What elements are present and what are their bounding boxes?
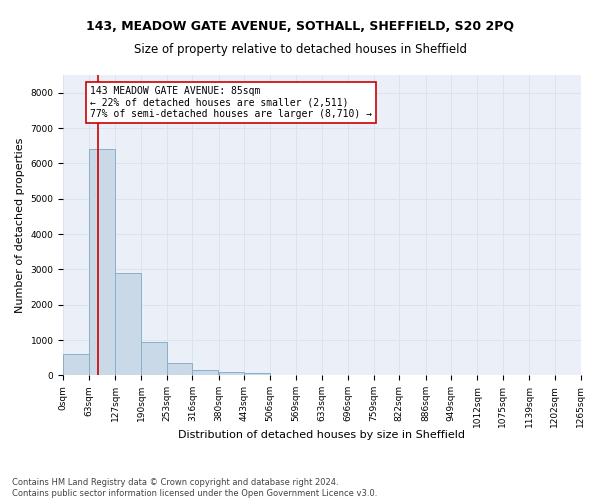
Text: 143, MEADOW GATE AVENUE, SOTHALL, SHEFFIELD, S20 2PQ: 143, MEADOW GATE AVENUE, SOTHALL, SHEFFI… [86,20,514,33]
Text: Contains HM Land Registry data © Crown copyright and database right 2024.
Contai: Contains HM Land Registry data © Crown c… [12,478,377,498]
Text: Size of property relative to detached houses in Sheffield: Size of property relative to detached ho… [133,42,467,56]
X-axis label: Distribution of detached houses by size in Sheffield: Distribution of detached houses by size … [178,430,466,440]
Bar [141,342,167,376]
Y-axis label: Number of detached properties: Number of detached properties [15,138,25,313]
Bar [167,363,193,376]
Bar [193,370,218,376]
Bar [63,354,89,376]
Bar [218,372,244,376]
Bar [244,372,270,376]
Bar [89,149,115,376]
Bar [115,273,141,376]
Text: 143 MEADOW GATE AVENUE: 85sqm
← 22% of detached houses are smaller (2,511)
77% o: 143 MEADOW GATE AVENUE: 85sqm ← 22% of d… [90,86,372,119]
